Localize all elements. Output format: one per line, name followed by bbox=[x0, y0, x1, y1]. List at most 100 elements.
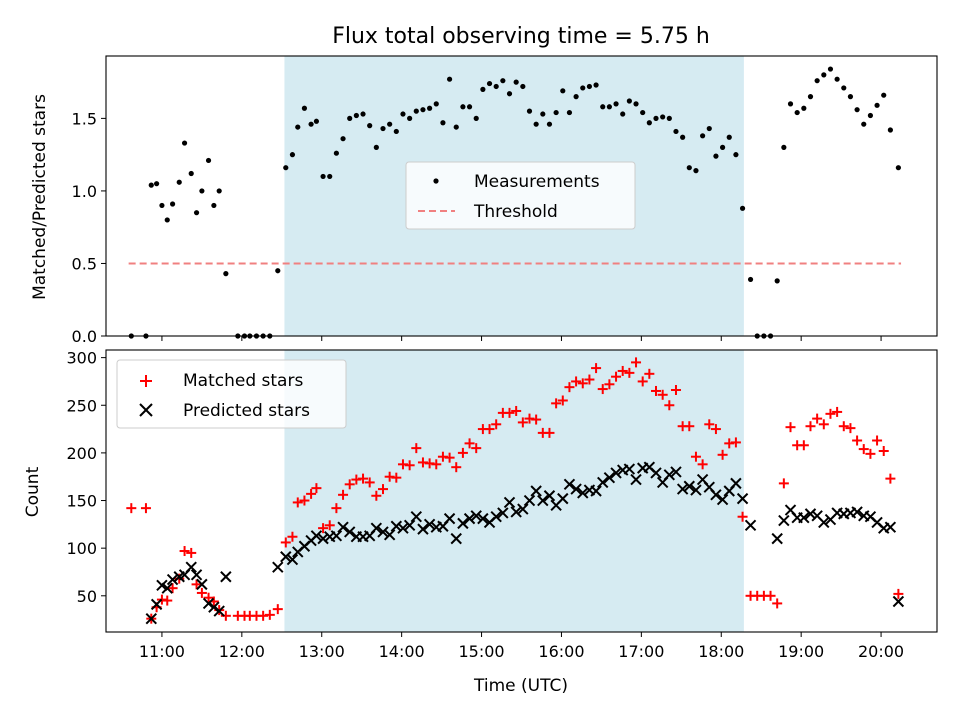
x-tick-label: 11:00 bbox=[139, 642, 185, 661]
matched-star-point bbox=[491, 419, 502, 430]
top-panel: Flux total observing time = 5.75 h 0.00.… bbox=[30, 24, 938, 346]
predicted-star-point bbox=[156, 579, 168, 592]
measurement-point bbox=[794, 109, 800, 116]
predicted-star-point bbox=[470, 510, 482, 522]
measurement-point bbox=[726, 134, 732, 140]
predicted-star-point bbox=[202, 597, 215, 610]
matched-star-point bbox=[299, 495, 310, 506]
matched-star-point bbox=[318, 523, 329, 534]
bottom-y-tick-label: 150 bbox=[66, 492, 97, 511]
top-legend-box bbox=[405, 161, 636, 230]
measurement-point bbox=[586, 83, 593, 90]
bottom-y-tick-label: 300 bbox=[66, 349, 97, 368]
predicted-star-point bbox=[166, 573, 179, 586]
x-tick-label: 19:00 bbox=[778, 642, 824, 661]
measurement-point bbox=[466, 104, 473, 110]
predicted-star-point bbox=[603, 471, 616, 484]
measurement-point bbox=[223, 271, 229, 277]
matched-star-point bbox=[825, 408, 836, 419]
top-axes-frame bbox=[105, 55, 938, 337]
bottom-y-axis-label: Count bbox=[23, 466, 43, 517]
predicted-star-point bbox=[497, 507, 509, 519]
measurement-point bbox=[887, 127, 893, 133]
matched-star-point bbox=[531, 414, 542, 425]
predicted-star-point bbox=[804, 508, 817, 520]
measurement-point bbox=[580, 85, 586, 91]
measurement-point bbox=[453, 124, 459, 130]
matched-star-point bbox=[697, 459, 708, 470]
predicted-star-point bbox=[370, 522, 383, 534]
measurement-point bbox=[600, 104, 606, 110]
measurement-point bbox=[407, 115, 413, 121]
matched-star-point bbox=[457, 447, 468, 458]
measurement-point bbox=[460, 104, 466, 110]
matched-star-point bbox=[306, 488, 317, 499]
measurement-point bbox=[493, 83, 499, 90]
measurement-point bbox=[861, 121, 867, 127]
measurement-point bbox=[380, 125, 386, 132]
measurement-point bbox=[164, 217, 170, 223]
predicted-star-point bbox=[272, 561, 284, 573]
measurement-point bbox=[640, 109, 646, 116]
predicted-star-point bbox=[503, 496, 516, 509]
measurement-point bbox=[673, 128, 679, 135]
predicted-star-point bbox=[208, 601, 220, 613]
top-y-tick-label: 0.5 bbox=[72, 254, 97, 273]
matched-star-point bbox=[451, 462, 462, 473]
matched-star-point bbox=[651, 385, 662, 396]
bottom-y-ticks: 50 100 150 200 250 300 bbox=[66, 349, 106, 606]
matched-star-point bbox=[664, 400, 675, 411]
predicted-star-point bbox=[597, 476, 609, 489]
measurement-point bbox=[154, 181, 160, 187]
predicted-star-point bbox=[683, 480, 696, 492]
matched-star-point bbox=[604, 379, 615, 390]
predicted-star-point bbox=[730, 477, 742, 490]
measurement-point bbox=[340, 136, 346, 142]
legend-measurements-marker bbox=[433, 178, 439, 184]
predicted-star-point bbox=[563, 478, 576, 491]
bottom-y-tick-label: 50 bbox=[77, 587, 97, 606]
predicted-star-point bbox=[736, 492, 749, 505]
matched-star-point bbox=[484, 424, 495, 435]
measurement-point bbox=[540, 111, 546, 117]
matched-star-point bbox=[551, 398, 562, 409]
measurement-point bbox=[308, 121, 314, 127]
measurement-point bbox=[360, 111, 366, 117]
measurement-point bbox=[473, 115, 479, 121]
matched-star-point bbox=[371, 490, 382, 501]
measurement-point bbox=[295, 124, 301, 130]
matched-star-point bbox=[704, 419, 715, 430]
matched-star-point bbox=[584, 374, 595, 385]
matched-star-point bbox=[287, 531, 298, 542]
predicted-star-point bbox=[213, 605, 225, 617]
x-axis-label: Time (UTC) bbox=[473, 676, 568, 696]
measurement-point bbox=[895, 165, 901, 171]
matched-star-point bbox=[832, 406, 843, 417]
predicted-star-point bbox=[390, 520, 403, 532]
matched-star-point bbox=[391, 472, 402, 483]
predicted-star-point bbox=[716, 493, 729, 506]
predicted-star-point bbox=[457, 517, 469, 530]
measurement-point bbox=[480, 86, 486, 92]
matched-star-point bbox=[617, 365, 628, 376]
legend-matched-marker bbox=[140, 375, 152, 387]
measurement-point bbox=[834, 76, 840, 82]
predicted-star-point bbox=[190, 569, 203, 581]
matched-star-point bbox=[378, 484, 388, 495]
measurement-point bbox=[211, 202, 217, 209]
matched-star-point bbox=[324, 520, 335, 531]
matched-star-point bbox=[557, 395, 568, 406]
measurement-point bbox=[301, 105, 308, 111]
measurement-point bbox=[881, 92, 887, 98]
measurement-point bbox=[533, 121, 539, 127]
measurement-point bbox=[440, 120, 446, 126]
matched-star-point bbox=[730, 437, 741, 448]
measurement-point bbox=[774, 278, 780, 284]
matched-star-point bbox=[517, 417, 528, 428]
measurement-point bbox=[867, 112, 874, 119]
predicted-star-point bbox=[590, 485, 602, 497]
matched-star-point bbox=[684, 421, 695, 432]
predicted-star-point bbox=[377, 526, 389, 538]
measurement-point bbox=[486, 80, 493, 87]
measurement-point bbox=[626, 98, 632, 104]
